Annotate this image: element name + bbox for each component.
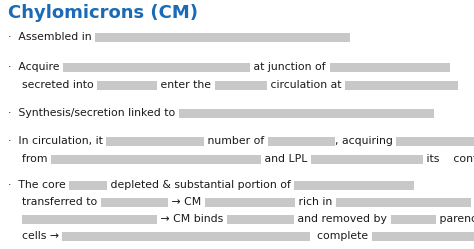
Text: XXXXXXXXXXXXXXXX: XXXXXXXXXXXXXXXX <box>294 180 414 190</box>
Text: at junction of: at junction of <box>250 62 329 72</box>
Text: number of: number of <box>204 136 268 146</box>
FancyBboxPatch shape <box>97 81 157 90</box>
Text: Chylomicrons (CM): Chylomicrons (CM) <box>8 4 198 22</box>
Text: XXXXXXXXXXXXXXXXXXXXXXXXX: XXXXXXXXXXXXXXXXXXXXXXXXX <box>63 62 250 72</box>
Text: XXXXX: XXXXX <box>69 180 107 190</box>
Text: XXXXXXXXX: XXXXXXXXX <box>227 214 294 224</box>
Text: and LPL: and LPL <box>261 154 311 164</box>
FancyBboxPatch shape <box>51 155 261 164</box>
FancyBboxPatch shape <box>294 181 414 190</box>
Text: XXXXXXXXXXXXX: XXXXXXXXXXXXX <box>106 136 204 146</box>
Text: cells →: cells → <box>8 231 63 241</box>
FancyBboxPatch shape <box>345 81 458 90</box>
FancyBboxPatch shape <box>205 198 295 207</box>
FancyBboxPatch shape <box>179 109 434 118</box>
FancyBboxPatch shape <box>95 33 350 42</box>
Text: enter the: enter the <box>157 80 215 90</box>
FancyBboxPatch shape <box>391 215 436 224</box>
Text: depleted & substantial portion of: depleted & substantial portion of <box>107 180 294 190</box>
Text: transferred to: transferred to <box>8 197 101 207</box>
FancyBboxPatch shape <box>215 81 267 90</box>
Text: from: from <box>8 154 51 164</box>
Text: XXXXXXXXXXXXXXX: XXXXXXXXXXXXXXX <box>311 154 423 164</box>
Text: XXXXXXXXXXXXXXXXXX: XXXXXXXXXXXXXXXXXX <box>336 197 471 207</box>
Text: &: & <box>471 197 474 207</box>
FancyBboxPatch shape <box>63 63 250 72</box>
Text: XXXXXXX: XXXXXXX <box>215 80 267 90</box>
FancyBboxPatch shape <box>227 215 294 224</box>
Text: parenchymal: parenchymal <box>436 214 474 224</box>
Text: ·  Synthesis/secretion linked to: · Synthesis/secretion linked to <box>8 108 179 118</box>
Text: → CM binds: → CM binds <box>157 214 227 224</box>
FancyBboxPatch shape <box>329 63 450 72</box>
Text: XXXXXXXXXXXXXXXXXX: XXXXXXXXXXXXXXXXXX <box>22 214 157 224</box>
FancyBboxPatch shape <box>396 137 474 146</box>
Text: XXXXXXXX: XXXXXXXX <box>97 80 157 90</box>
Text: XXXXXXXXXXXXXXXXXXXXXXXXXXXX: XXXXXXXXXXXXXXXXXXXXXXXXXXXX <box>51 154 261 164</box>
Text: XXXXXXXXX: XXXXXXXXX <box>101 197 168 207</box>
Text: → CM: → CM <box>168 197 205 207</box>
Text: and removed by: and removed by <box>294 214 391 224</box>
FancyBboxPatch shape <box>336 198 471 207</box>
FancyBboxPatch shape <box>63 232 310 241</box>
Text: its    content: its content <box>423 154 474 164</box>
Text: ·  Acquire: · Acquire <box>8 62 63 72</box>
Text: XXXXXXXXXXXXXXXX: XXXXXXXXXXXXXXXX <box>329 62 450 72</box>
Text: secreted into: secreted into <box>8 80 97 90</box>
FancyBboxPatch shape <box>69 181 107 190</box>
FancyBboxPatch shape <box>311 155 423 164</box>
Text: circulation at: circulation at <box>267 80 345 90</box>
Text: XXXXXXXXXXXXXXX: XXXXXXXXXXXXXXX <box>345 80 458 90</box>
Text: XXXXXX: XXXXXX <box>391 214 436 224</box>
Text: XXXXXXXXXXXXXXXXXXXXXXXXXXXXXXXXXX: XXXXXXXXXXXXXXXXXXXXXXXXXXXXXXXXXX <box>95 32 350 42</box>
Text: XXXXXXXXXXXXXXXXXXXXXXXXXXXXXXXXXX: XXXXXXXXXXXXXXXXXXXXXXXXXXXXXXXXXX <box>179 108 434 118</box>
Text: XXXXXXXXXXXXXXXXX: XXXXXXXXXXXXXXXXX <box>396 136 474 146</box>
FancyBboxPatch shape <box>22 215 157 224</box>
Text: complete: complete <box>310 231 372 241</box>
FancyBboxPatch shape <box>101 198 168 207</box>
Text: XXXXXXXXXXXXXXXXXXX: XXXXXXXXXXXXXXXXXXX <box>372 231 474 241</box>
Text: , acquiring: , acquiring <box>335 136 396 146</box>
Text: ·  Assembled in: · Assembled in <box>8 32 95 42</box>
FancyBboxPatch shape <box>372 232 474 241</box>
Text: XXXXXXXXX: XXXXXXXXX <box>268 136 335 146</box>
Text: ·  In circulation, it: · In circulation, it <box>8 136 106 146</box>
Text: XXXXXXXXXXXXXXXXXXXXXXXXXXXXXXXXX: XXXXXXXXXXXXXXXXXXXXXXXXXXXXXXXXX <box>63 231 310 241</box>
Text: XXXXXXXXXXXX: XXXXXXXXXXXX <box>205 197 295 207</box>
FancyBboxPatch shape <box>106 137 204 146</box>
FancyBboxPatch shape <box>268 137 335 146</box>
Text: rich in: rich in <box>295 197 336 207</box>
Text: ·  The core: · The core <box>8 180 69 190</box>
